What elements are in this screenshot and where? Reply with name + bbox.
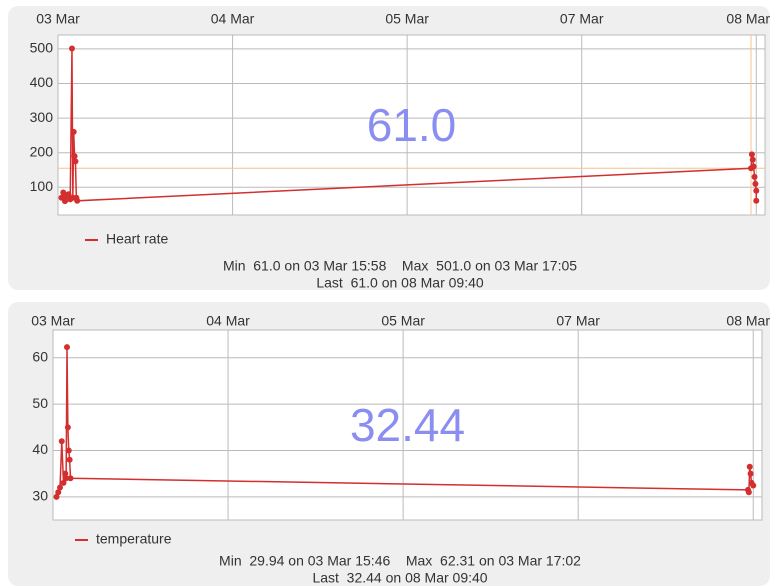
legend-label: temperature xyxy=(96,531,172,547)
data-point xyxy=(67,475,74,482)
data-point xyxy=(749,156,756,163)
x-tick-label: 03 Mar xyxy=(36,11,80,27)
y-tick-label: 60 xyxy=(32,349,48,365)
y-tick-label: 30 xyxy=(32,488,48,504)
summary: Min 29.94 on 03 Mar 15:46 Max 62.31 on 0… xyxy=(219,553,581,569)
y-tick-label: 400 xyxy=(30,74,54,90)
summary: Last 32.44 on 08 Mar 09:40 xyxy=(312,570,487,586)
y-tick-label: 500 xyxy=(30,40,54,56)
x-tick-label: 07 Mar xyxy=(556,313,600,329)
data-point xyxy=(72,158,79,165)
data-point xyxy=(60,479,67,486)
x-tick-label: 05 Mar xyxy=(385,11,429,27)
data-point xyxy=(747,470,754,477)
data-point xyxy=(65,191,72,198)
data-point xyxy=(64,424,71,431)
x-tick-label: 03 Mar xyxy=(31,313,75,329)
data-point xyxy=(750,482,757,489)
data-point xyxy=(752,180,759,187)
data-point xyxy=(62,470,69,477)
data-point xyxy=(55,489,62,496)
x-tick-label: 08 Mar xyxy=(726,11,770,27)
data-point xyxy=(63,475,70,482)
x-tick-label: 08 Mar xyxy=(726,313,770,329)
data-point xyxy=(71,153,78,160)
data-point xyxy=(65,447,72,454)
data-point xyxy=(751,173,758,180)
x-tick-label: 04 Mar xyxy=(211,11,255,27)
y-tick-label: 100 xyxy=(30,178,54,194)
y-tick-label: 50 xyxy=(32,395,48,411)
data-point xyxy=(746,463,753,470)
data-point xyxy=(753,187,760,194)
data-point xyxy=(66,456,73,463)
data-point xyxy=(748,151,755,158)
data-point xyxy=(70,128,77,135)
current-value: 61.0 xyxy=(367,99,457,151)
x-tick-label: 07 Mar xyxy=(560,11,604,27)
data-point xyxy=(61,198,68,205)
x-tick-label: 04 Mar xyxy=(206,313,250,329)
current-value: 32.44 xyxy=(350,399,465,451)
data-point xyxy=(753,197,760,204)
data-point xyxy=(74,197,81,204)
data-point xyxy=(57,484,64,491)
y-tick-label: 300 xyxy=(30,109,54,125)
summary: Min 61.0 on 03 Mar 15:58 Max 501.0 on 03… xyxy=(223,258,577,274)
data-point xyxy=(58,438,65,445)
y-tick-label: 40 xyxy=(32,441,48,457)
data-point xyxy=(745,489,752,496)
summary: Last 61.0 on 08 Mar 09:40 xyxy=(316,275,484,291)
data-point xyxy=(64,344,71,351)
data-point xyxy=(750,163,757,170)
x-tick-label: 05 Mar xyxy=(381,313,425,329)
data-point xyxy=(53,493,60,500)
legend-label: Heart rate xyxy=(106,231,168,247)
data-point xyxy=(68,45,75,52)
y-tick-label: 200 xyxy=(30,143,54,159)
